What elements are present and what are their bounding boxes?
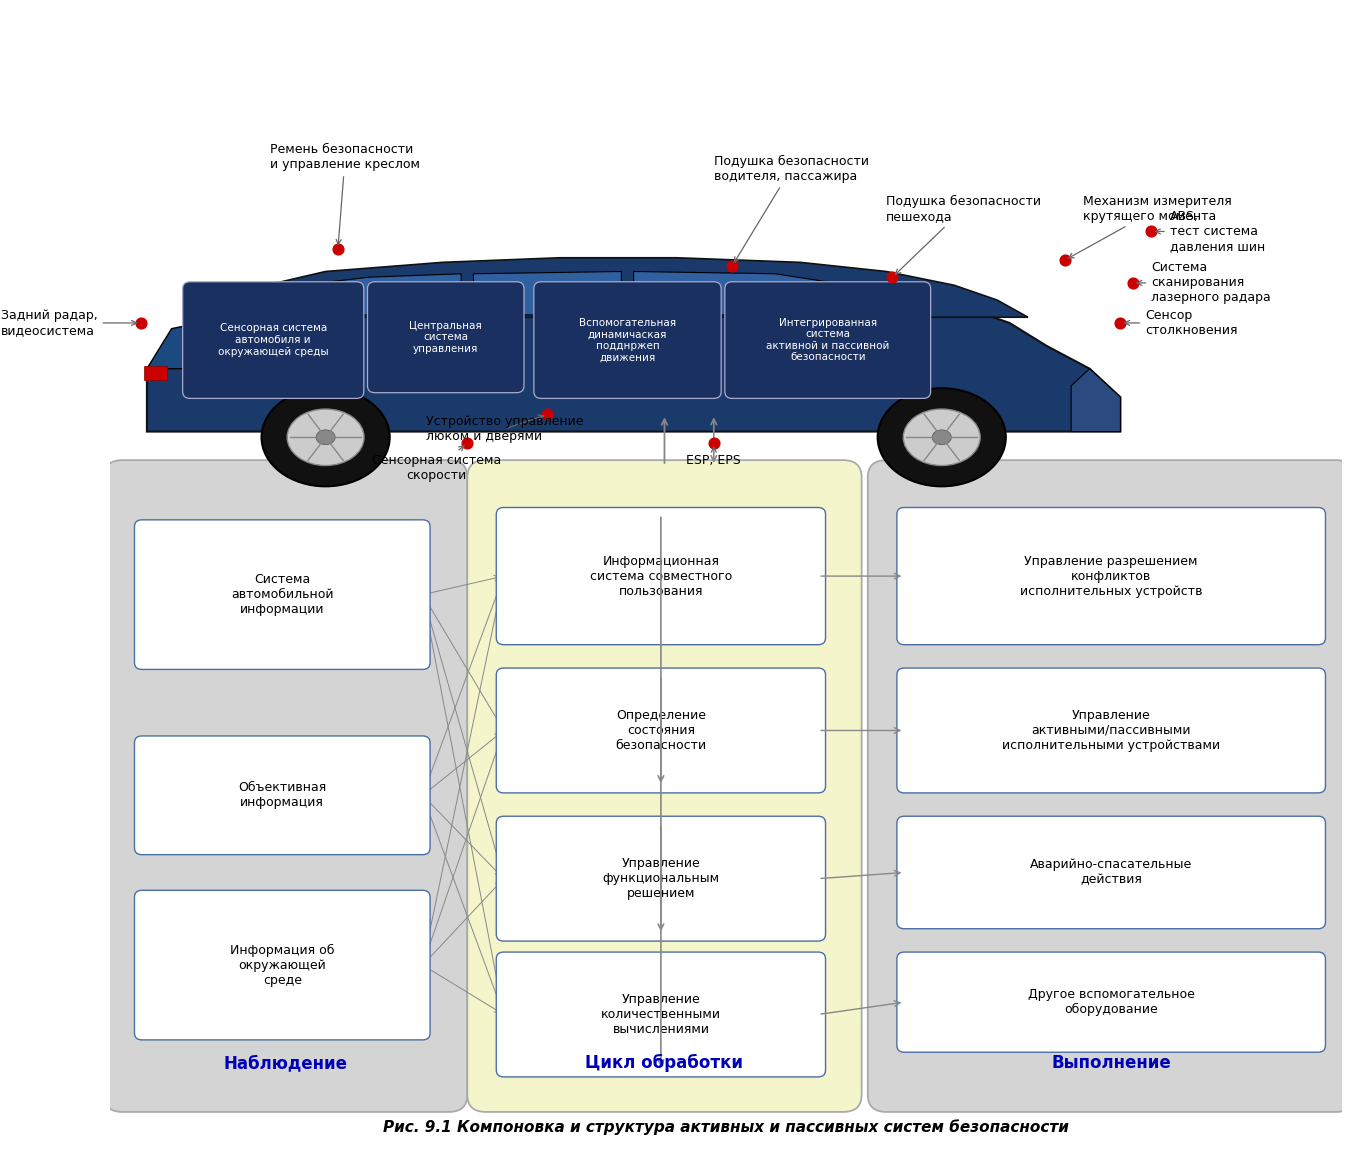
Polygon shape: [147, 317, 227, 369]
Text: Устройство управление
люком и дверями: Устройство управление люком и дверями: [425, 415, 582, 444]
Text: Сенсорная система
скорости: Сенсорная система скорости: [371, 446, 502, 483]
Text: Интегрированная
система
активной и пассивной
безопасности: Интегрированная система активной и пасси…: [767, 317, 889, 362]
FancyBboxPatch shape: [496, 508, 826, 645]
FancyBboxPatch shape: [496, 953, 826, 1077]
FancyBboxPatch shape: [183, 282, 363, 399]
Text: Управление
количественными
вычислениями: Управление количественными вычислениями: [601, 993, 721, 1036]
Ellipse shape: [878, 388, 1006, 486]
Text: ESP, EPS: ESP, EPS: [686, 447, 741, 468]
Point: [1054, 250, 1076, 269]
FancyBboxPatch shape: [496, 816, 826, 941]
Text: Объективная
информация: Объективная информация: [238, 781, 327, 809]
FancyBboxPatch shape: [868, 460, 1345, 1112]
Polygon shape: [473, 271, 621, 315]
Text: Информационная
система совместного
пользования: Информационная система совместного польз…: [589, 555, 732, 597]
Text: Управление
функциональным
решением: Управление функциональным решением: [603, 857, 720, 900]
Point: [721, 256, 742, 275]
Text: Определение
состояния
безопасности: Определение состояния безопасности: [615, 709, 706, 751]
Text: Система
сканирования
лазерного радара: Система сканирования лазерного радара: [1137, 262, 1271, 304]
Point: [456, 434, 477, 453]
FancyBboxPatch shape: [104, 460, 467, 1112]
FancyBboxPatch shape: [467, 460, 862, 1112]
Text: Задний радар,
видеосистема: Задний радар, видеосистема: [1, 309, 137, 337]
Point: [130, 314, 152, 332]
Text: Цикл обработки: Цикл обработки: [585, 1054, 744, 1072]
Point: [1110, 314, 1131, 332]
Text: Другое вспомогательное
оборудование: Другое вспомогательное оборудование: [1028, 988, 1194, 1016]
Polygon shape: [227, 257, 1028, 317]
FancyBboxPatch shape: [367, 282, 525, 393]
FancyBboxPatch shape: [134, 737, 430, 855]
Ellipse shape: [904, 409, 981, 465]
Bar: [144, 367, 167, 380]
FancyBboxPatch shape: [134, 890, 430, 1040]
Polygon shape: [252, 273, 461, 315]
Text: Сенсорная система
автомобиля и
окружающей среды: Сенсорная система автомобиля и окружающе…: [218, 324, 328, 356]
Ellipse shape: [286, 409, 364, 465]
Text: Механизм измерителя
крутящего момента: Механизм измерителя крутящего момента: [1069, 194, 1232, 259]
Point: [703, 434, 725, 453]
Text: Управление
активными/пассивными
исполнительными устройствами: Управление активными/пассивными исполнит…: [1002, 709, 1220, 751]
Point: [1141, 222, 1162, 240]
Text: ABS,
тест система
давления шин: ABS, тест система давления шин: [1155, 210, 1264, 253]
FancyBboxPatch shape: [496, 668, 826, 793]
Text: Система
автомобильной
информации: Система автомобильной информации: [231, 573, 334, 616]
Point: [1122, 273, 1143, 292]
Ellipse shape: [261, 388, 390, 486]
Text: Сенсор
столкновения: Сенсор столкновения: [1124, 309, 1237, 337]
Point: [327, 239, 348, 257]
Text: Выполнение: Выполнение: [1052, 1054, 1171, 1072]
Text: Информация об
окружающей
среде: Информация об окружающей среде: [230, 943, 335, 987]
Polygon shape: [147, 283, 1120, 432]
Text: Вспомогательная
динамичаская
подднржеп
движения: Вспомогательная динамичаская подднржеп д…: [578, 317, 677, 362]
Ellipse shape: [316, 430, 335, 445]
FancyBboxPatch shape: [725, 282, 931, 399]
Text: Управление разрешением
конфликтов
исполнительных устройств: Управление разрешением конфликтов исполн…: [1020, 555, 1202, 597]
Text: Подушка безопасности
пешехода: Подушка безопасности пешехода: [886, 194, 1041, 275]
Text: Наблюдение: Наблюдение: [223, 1054, 347, 1072]
FancyBboxPatch shape: [534, 282, 721, 399]
Polygon shape: [633, 271, 893, 315]
Text: Аварийно-спасательные
действия: Аварийно-спасательные действия: [1030, 858, 1192, 887]
Text: Подушка безопасности
водителя, пассажира: Подушка безопасности водителя, пассажира: [714, 154, 869, 262]
FancyBboxPatch shape: [897, 668, 1325, 793]
Ellipse shape: [932, 430, 951, 445]
Text: Центральная
система
управления: Центральная система управления: [409, 321, 482, 354]
Text: Рис. 9.1 Компоновка и структура активных и пассивных систем безопасности: Рис. 9.1 Компоновка и структура активных…: [383, 1119, 1069, 1135]
FancyBboxPatch shape: [897, 816, 1325, 928]
Text: Ремень безопасности
и управление креслом: Ремень безопасности и управление креслом: [270, 144, 420, 245]
FancyBboxPatch shape: [134, 519, 430, 670]
Polygon shape: [1071, 369, 1120, 432]
Point: [882, 268, 904, 286]
FancyBboxPatch shape: [897, 508, 1325, 645]
FancyBboxPatch shape: [897, 953, 1325, 1052]
Point: [537, 406, 558, 424]
